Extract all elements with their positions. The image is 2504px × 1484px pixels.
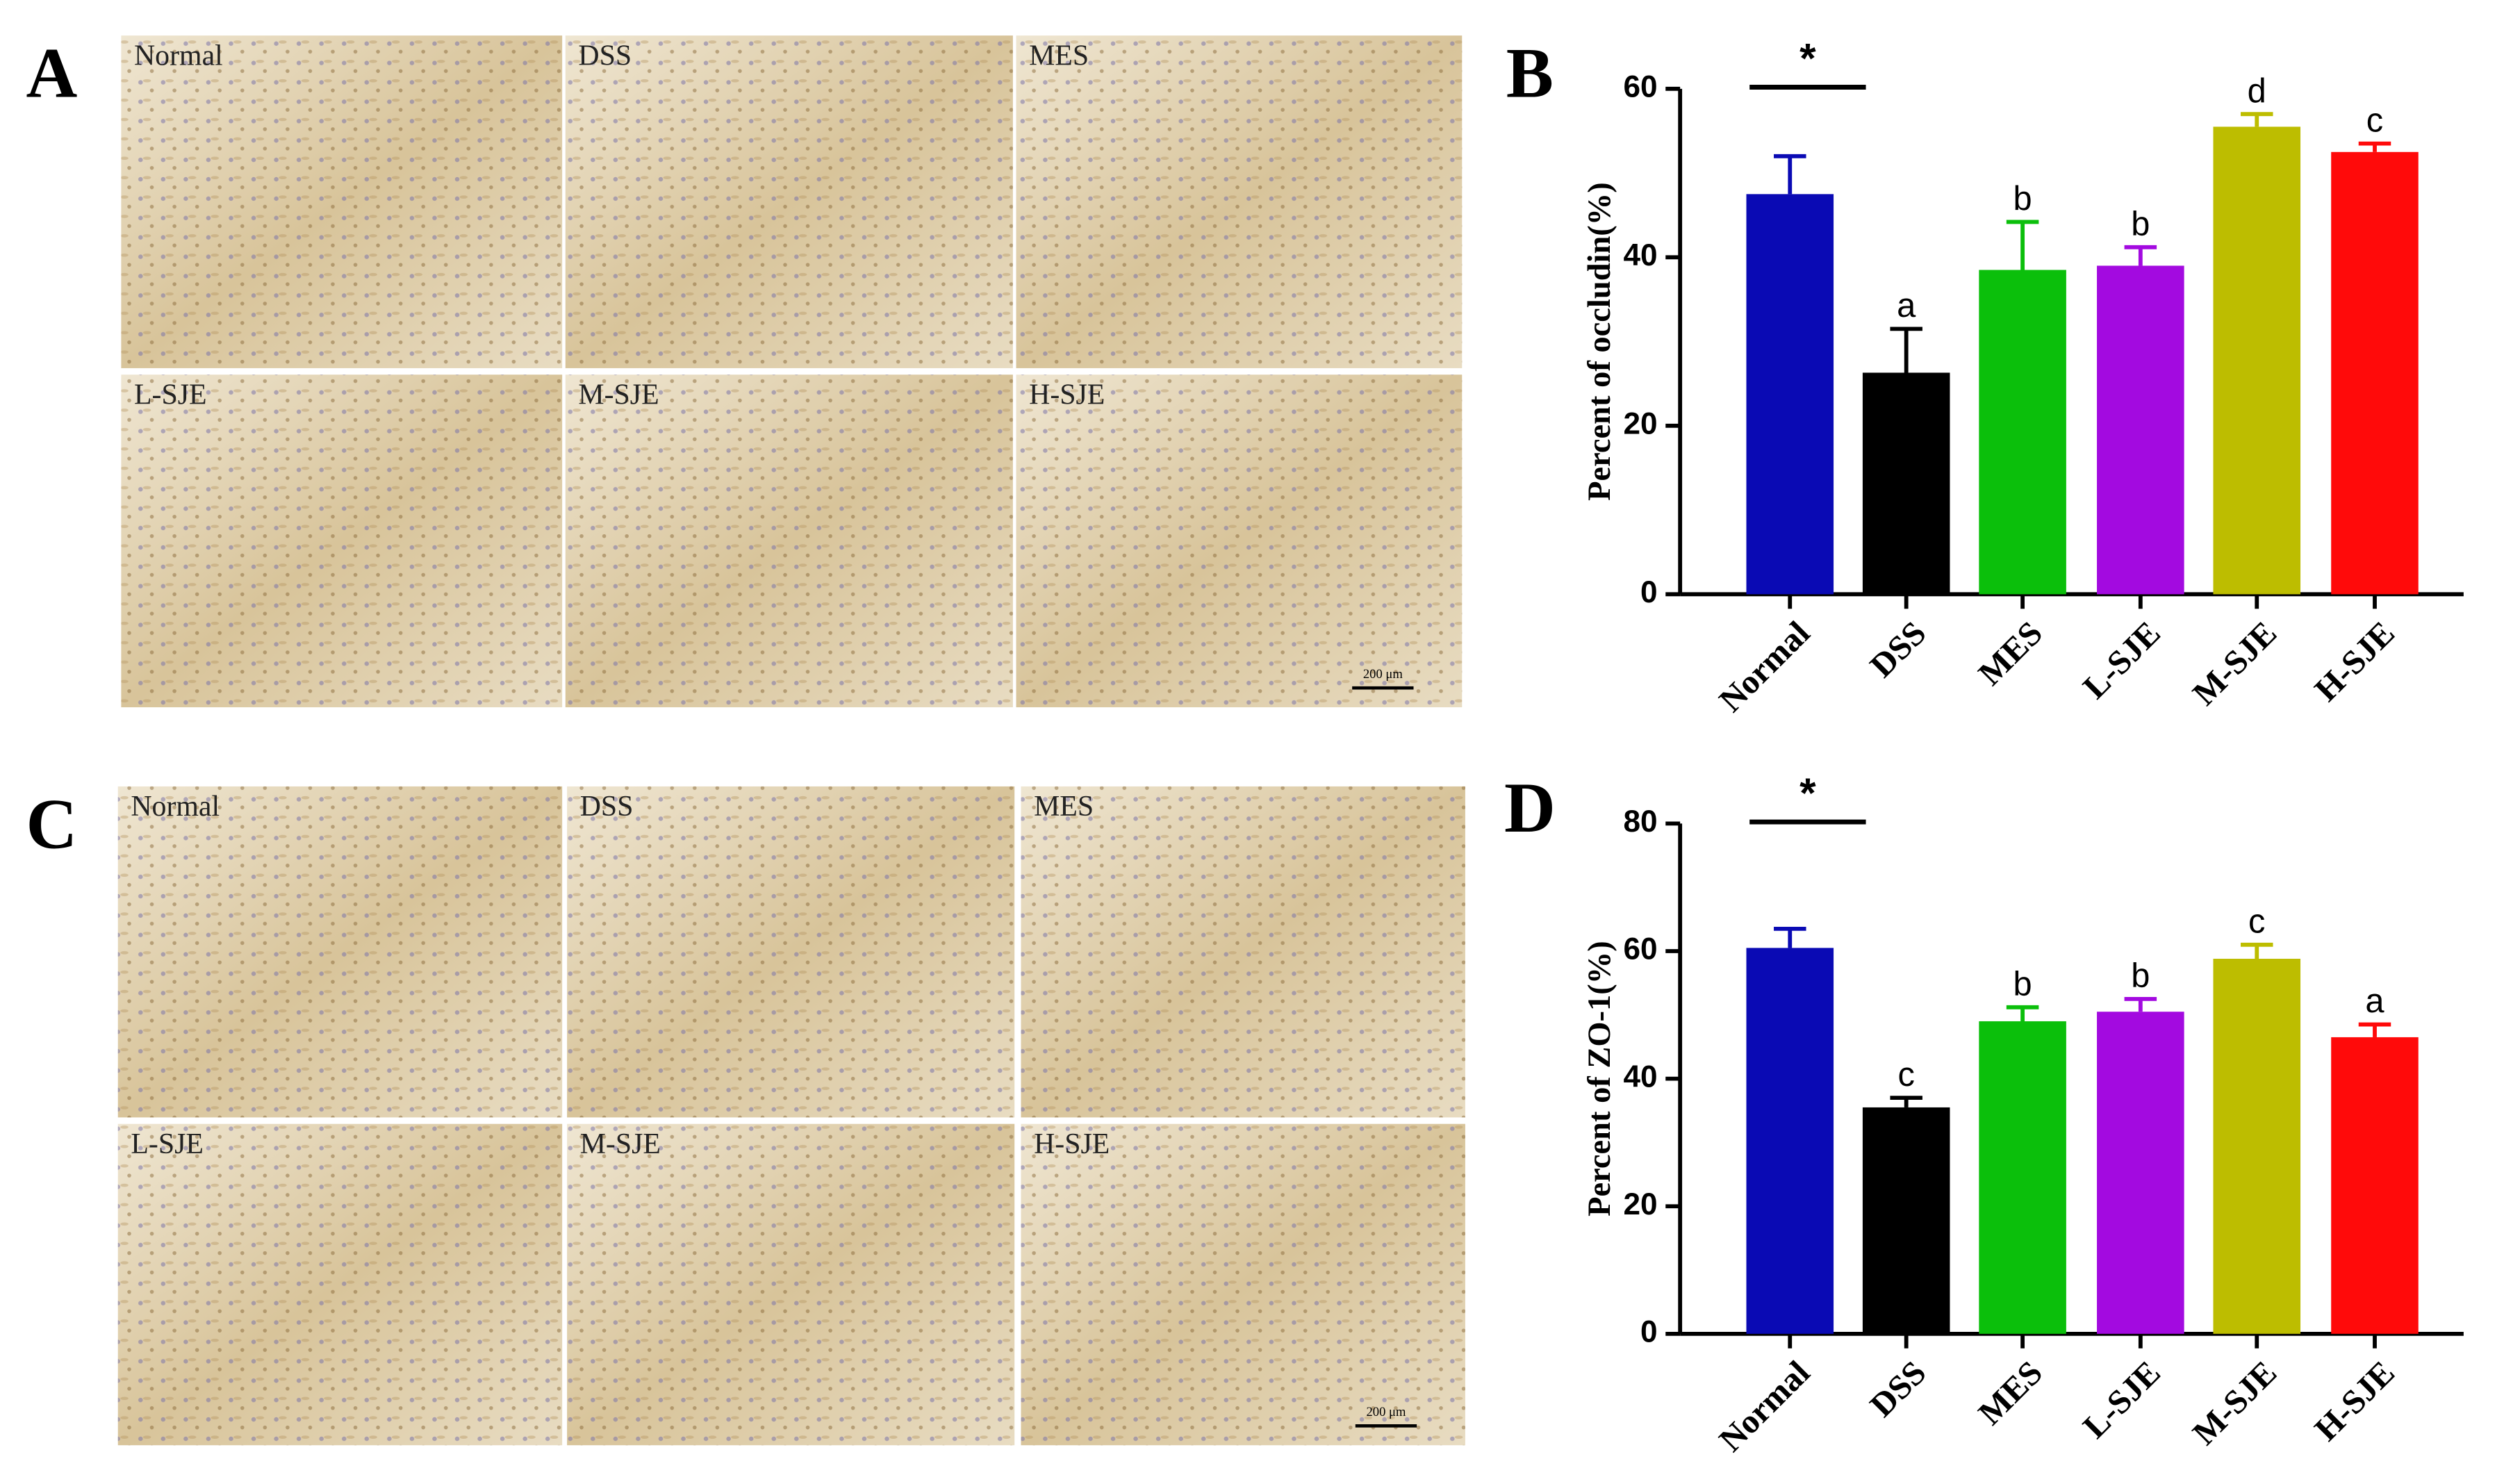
micrograph-label: Normal xyxy=(131,791,220,823)
bar xyxy=(2213,959,2301,1334)
micrograph-label: L-SJE xyxy=(134,379,207,411)
x-tick-label: Normal xyxy=(1712,1353,1817,1458)
group-letter: b xyxy=(2131,957,2150,995)
y-axis-label: Percent of ZO-1(%) xyxy=(1582,941,1617,1217)
group-letter: d xyxy=(2248,72,2266,110)
x-tick-label: Normal xyxy=(1712,614,1817,719)
y-tick-label: 0 xyxy=(1640,1315,1658,1349)
micrograph-texture xyxy=(1016,374,1463,708)
y-tick-label: 0 xyxy=(1640,575,1658,609)
x-tick-label: DSS xyxy=(1863,1353,1934,1424)
y-tick-label: 60 xyxy=(1623,932,1657,966)
micrograph-label: H-SJE xyxy=(1034,1128,1110,1160)
y-tick-label: 20 xyxy=(1623,1187,1657,1221)
bar xyxy=(2331,1037,2419,1334)
y-tick-label: 40 xyxy=(1623,1060,1657,1094)
group-letter: b xyxy=(2013,965,2032,1003)
scale-bar-label: 200 μm xyxy=(1363,667,1403,682)
y-tick-label: 20 xyxy=(1623,407,1657,441)
scale-bar-label: 200 μm xyxy=(1367,1405,1406,1419)
bar xyxy=(1746,194,1834,595)
bar xyxy=(1979,270,2066,595)
micrograph-label: Normal xyxy=(134,40,223,72)
bar xyxy=(1862,372,1950,595)
micrograph-label: DSS xyxy=(580,791,634,823)
x-tick-label: DSS xyxy=(1863,614,1934,684)
micrograph-texture xyxy=(567,786,1015,1118)
group-letter: a xyxy=(2365,982,2384,1020)
micrograph-texture xyxy=(567,1123,1015,1446)
group-letter: c xyxy=(2366,101,2383,139)
x-tick-label: L-SJE xyxy=(2076,1353,2168,1445)
micrograph-label: MES xyxy=(1029,40,1089,72)
micrograph-label: MES xyxy=(1034,791,1094,823)
micrograph-label: L-SJE xyxy=(131,1128,204,1160)
x-tick-label: H-SJE xyxy=(2307,1353,2402,1448)
bar xyxy=(2213,126,2301,595)
micrograph-texture xyxy=(1016,35,1463,368)
micrograph-label: H-SJE xyxy=(1029,379,1105,411)
y-axis-label: Percent of occludin(%) xyxy=(1582,182,1617,501)
significance-mark: * xyxy=(1799,34,1816,81)
group-letter: a xyxy=(1897,287,1916,324)
micrograph-texture xyxy=(117,1123,563,1446)
significance-mark: * xyxy=(1799,769,1816,816)
micrograph-texture xyxy=(1021,1123,1465,1446)
micrograph-texture xyxy=(121,35,563,368)
group-letter: c xyxy=(1897,1056,1914,1094)
y-tick-label: 60 xyxy=(1623,70,1657,104)
x-tick-label: L-SJE xyxy=(2076,614,2168,706)
group-letter: b xyxy=(2131,205,2150,242)
panel-letter: B xyxy=(1506,35,1554,113)
y-tick-label: 40 xyxy=(1623,238,1657,272)
micrograph-texture xyxy=(121,374,563,708)
micrograph-label: M-SJE xyxy=(580,1128,661,1160)
x-tick-label: M-SJE xyxy=(2185,614,2284,713)
bar xyxy=(2331,151,2419,595)
panel-letter: D xyxy=(1504,769,1556,848)
bar xyxy=(2097,1012,2184,1334)
x-tick-label: M-SJE xyxy=(2185,1353,2284,1452)
bar xyxy=(2097,265,2184,595)
x-tick-label: H-SJE xyxy=(2307,614,2402,709)
bar xyxy=(1746,948,1834,1334)
panel-letter: A xyxy=(26,35,77,113)
bar xyxy=(1979,1021,2066,1334)
group-letter: c xyxy=(2248,902,2265,940)
micrograph-label: DSS xyxy=(578,40,632,72)
micrograph-texture xyxy=(117,786,563,1118)
x-tick-label: MES xyxy=(1971,1353,2050,1432)
micrograph-texture xyxy=(565,35,1013,368)
bar xyxy=(1862,1107,1950,1334)
micrograph-texture xyxy=(565,374,1013,708)
group-letter: b xyxy=(2013,180,2032,217)
panel-letter: C xyxy=(26,785,77,864)
y-tick-label: 80 xyxy=(1623,805,1657,839)
micrograph-texture xyxy=(1021,786,1465,1118)
x-tick-label: MES xyxy=(1971,614,2050,693)
micrograph-label: M-SJE xyxy=(578,379,659,411)
